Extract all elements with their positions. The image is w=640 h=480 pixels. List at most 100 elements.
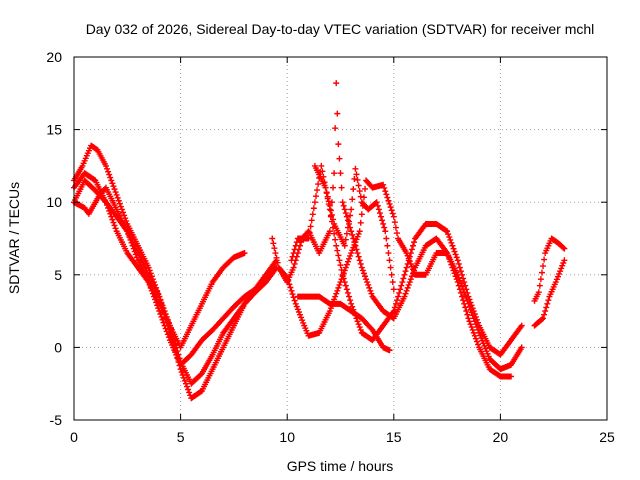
data-point bbox=[273, 254, 280, 261]
data-point bbox=[449, 242, 456, 249]
data-point bbox=[334, 110, 341, 117]
data-point bbox=[354, 250, 361, 257]
data-point bbox=[380, 181, 387, 188]
data-point bbox=[350, 235, 357, 242]
y-tick-label: 15 bbox=[46, 122, 62, 138]
data-point bbox=[401, 293, 408, 300]
data-point bbox=[311, 199, 318, 206]
data-point bbox=[407, 276, 414, 283]
data-point bbox=[162, 325, 169, 332]
data-point bbox=[289, 253, 296, 260]
data-point bbox=[107, 174, 114, 181]
data-point bbox=[291, 260, 298, 267]
data-point bbox=[327, 207, 334, 214]
x-tick-label: 0 bbox=[70, 429, 78, 445]
data-point bbox=[470, 308, 477, 315]
series-trace-11 bbox=[531, 257, 568, 329]
data-point bbox=[380, 220, 387, 227]
data-point bbox=[130, 245, 137, 252]
data-point bbox=[398, 282, 405, 289]
data-point bbox=[543, 304, 550, 311]
data-point bbox=[180, 374, 187, 381]
data-point bbox=[467, 299, 474, 306]
data-point bbox=[535, 289, 542, 296]
data-point bbox=[153, 299, 160, 306]
data-point bbox=[357, 326, 364, 333]
data-point bbox=[110, 219, 117, 226]
data-point bbox=[333, 242, 340, 249]
data-point bbox=[359, 267, 366, 274]
data-point bbox=[330, 184, 337, 191]
data-point bbox=[561, 257, 568, 264]
data-point bbox=[326, 202, 333, 209]
data-point bbox=[362, 185, 369, 192]
data-point bbox=[560, 260, 567, 267]
data-point bbox=[387, 204, 394, 211]
data-point bbox=[366, 284, 373, 291]
data-point bbox=[365, 281, 372, 288]
data-point bbox=[161, 308, 168, 315]
data-point bbox=[468, 302, 475, 309]
data-point bbox=[540, 315, 547, 322]
data-point bbox=[112, 189, 119, 196]
data-point bbox=[376, 210, 383, 217]
data-point bbox=[343, 213, 350, 220]
data-point bbox=[349, 196, 356, 203]
data-point bbox=[318, 162, 325, 169]
data-point bbox=[453, 276, 460, 283]
data-point bbox=[402, 290, 409, 297]
data-point bbox=[444, 228, 451, 235]
data-point bbox=[472, 313, 479, 320]
data-point bbox=[155, 305, 162, 312]
data-point bbox=[395, 293, 402, 300]
data-point bbox=[518, 344, 525, 351]
data-point bbox=[163, 313, 170, 320]
data-point bbox=[457, 289, 464, 296]
data-point bbox=[355, 230, 362, 237]
data-point bbox=[393, 230, 400, 237]
x-tick-label: 5 bbox=[177, 429, 185, 445]
data-point bbox=[459, 271, 466, 278]
data-point bbox=[558, 265, 565, 272]
data-point bbox=[473, 316, 480, 323]
data-point bbox=[336, 281, 343, 288]
data-point bbox=[272, 250, 279, 257]
data-point bbox=[446, 234, 453, 241]
data-point bbox=[149, 290, 156, 297]
data-point bbox=[116, 200, 123, 207]
data-point bbox=[347, 212, 354, 219]
data-point bbox=[540, 263, 547, 270]
data-point bbox=[357, 219, 364, 226]
data-point bbox=[241, 250, 248, 257]
data-point bbox=[471, 332, 478, 339]
series-trace-10 bbox=[531, 235, 568, 304]
data-point bbox=[556, 270, 563, 277]
data-point bbox=[334, 247, 341, 254]
data-point bbox=[378, 213, 385, 220]
data-point bbox=[473, 338, 480, 345]
data-point bbox=[457, 268, 464, 275]
data-point bbox=[291, 246, 298, 253]
data-point bbox=[305, 235, 312, 242]
data-point bbox=[393, 297, 400, 304]
data-point bbox=[307, 223, 314, 230]
data-point bbox=[343, 230, 350, 237]
data-point bbox=[112, 225, 119, 232]
data-point bbox=[545, 297, 552, 304]
data-point bbox=[451, 248, 458, 255]
data-point bbox=[186, 389, 193, 396]
data-point bbox=[340, 270, 347, 277]
data-point bbox=[391, 219, 398, 226]
data-point bbox=[326, 308, 333, 315]
data-points bbox=[71, 80, 568, 402]
data-point bbox=[411, 239, 418, 246]
data-point bbox=[461, 300, 468, 307]
data-point bbox=[469, 305, 476, 312]
data-point bbox=[343, 286, 350, 293]
data-point bbox=[538, 269, 545, 276]
data-point bbox=[358, 211, 365, 218]
data-point bbox=[368, 290, 375, 297]
series-trace-9 bbox=[311, 162, 397, 293]
data-point bbox=[337, 262, 344, 269]
